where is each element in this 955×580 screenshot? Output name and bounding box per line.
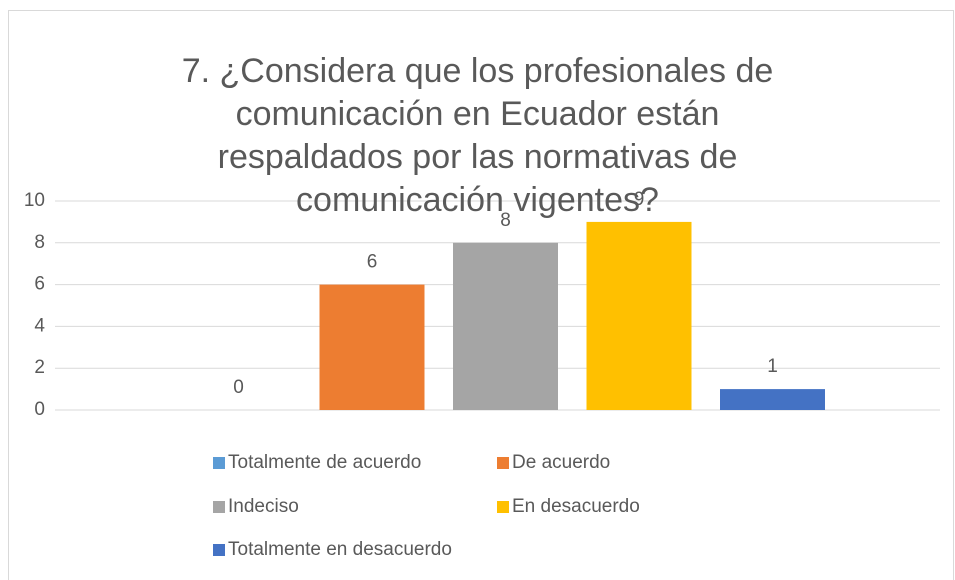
- y-tick-label: 10: [24, 190, 45, 211]
- y-tick-label: 4: [34, 315, 45, 336]
- chart-border: [8, 10, 954, 580]
- data-label: 1: [767, 356, 778, 377]
- data-label: 6: [367, 252, 378, 273]
- legend-swatch: [213, 457, 225, 469]
- legend-swatch: [213, 501, 225, 513]
- y-tick-label: 0: [34, 399, 45, 420]
- y-tick-label: 6: [34, 274, 45, 295]
- legend-label: De acuerdo: [512, 452, 610, 473]
- legend-swatch: [497, 501, 509, 513]
- data-label: 9: [634, 189, 645, 210]
- y-tick-label: 2: [34, 357, 45, 378]
- legend-label: Indeciso: [228, 496, 299, 517]
- legend-swatch: [497, 457, 509, 469]
- data-label: 0: [233, 377, 244, 398]
- bar: [453, 242, 558, 410]
- y-tick-label: 8: [34, 232, 45, 253]
- data-label: 8: [500, 210, 511, 231]
- bar: [586, 221, 692, 410]
- chart-title: 7. ¿Considera que los profesionales de c…: [181, 52, 774, 219]
- legend-label: Totalmente en desacuerdo: [228, 539, 452, 560]
- bar: [319, 284, 425, 410]
- bar: [720, 389, 825, 410]
- title-box: 7. ¿Considera que los profesionales de c…: [0, 50, 955, 222]
- legend-label: Totalmente de acuerdo: [228, 452, 421, 473]
- legend-label: En desacuerdo: [512, 496, 640, 517]
- legend-swatch: [213, 544, 225, 556]
